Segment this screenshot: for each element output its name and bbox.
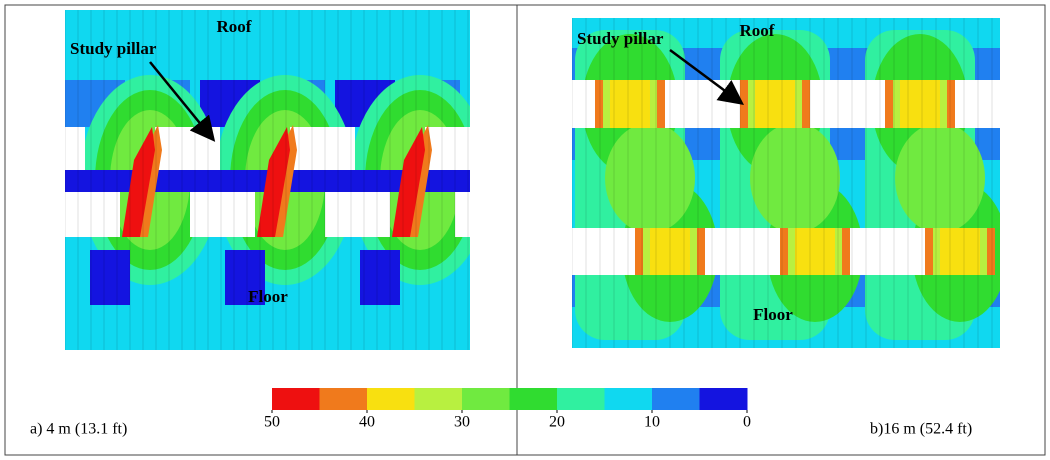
colorbar-tick-label: 0 [743, 414, 751, 431]
pillar-core [610, 80, 650, 128]
floor-zone [225, 250, 265, 305]
pillar-core [795, 228, 835, 275]
colorbar-swatch [557, 388, 605, 410]
opening [65, 192, 120, 237]
band [65, 300, 470, 350]
pillar-core [650, 228, 690, 275]
pillar-core [900, 80, 940, 128]
pillar-core [392, 127, 425, 237]
opening [155, 127, 220, 170]
colorbar-swatch [367, 388, 415, 410]
colorbar-tick-label: 50 [264, 414, 280, 431]
pillar-core [122, 127, 155, 237]
colorbar-swatch [319, 388, 368, 410]
colorbar-tick-label: 10 [644, 414, 660, 431]
halo [895, 123, 985, 233]
floor-zone [360, 250, 400, 305]
opening [810, 80, 885, 128]
colorbar-swatch [462, 388, 510, 410]
colorbar-swatch [272, 388, 320, 410]
colorbar-swatch [414, 388, 463, 410]
opening [325, 192, 390, 237]
colorbar-swatch [604, 388, 653, 410]
roof-label: Roof [740, 21, 775, 40]
colorbar-swatch [509, 388, 558, 410]
floor-label: Floor [753, 305, 793, 324]
pillar-core [755, 80, 795, 128]
colorbar-tick-label: 20 [549, 414, 565, 431]
annotation: Study pillar [577, 29, 664, 48]
overlay: Roof Floor Study pillar a) 4 m (13.1 ft)… [30, 17, 972, 438]
colorbar-tick-label: 30 [454, 414, 470, 431]
halo [750, 123, 840, 233]
opening [572, 228, 635, 275]
halo [605, 123, 695, 233]
roof-label: Roof [217, 17, 252, 36]
floor-label: Floor [248, 287, 288, 306]
opening [705, 228, 780, 275]
caption: b)16 m (52.4 ft) [870, 421, 972, 438]
opening [190, 192, 255, 237]
annotation: Study pillar [70, 39, 157, 58]
frame [4, 4, 1046, 456]
maps [65, 10, 1000, 350]
map-b [572, 18, 1000, 348]
opening [425, 127, 470, 170]
opening [290, 127, 355, 170]
colorbar-swatch [652, 388, 700, 410]
arrow [669, 48, 745, 105]
opening [65, 127, 85, 170]
arrow [149, 61, 216, 142]
opening [455, 192, 470, 237]
opening [665, 80, 740, 128]
map-a [65, 10, 470, 350]
colorbar-swatch [699, 388, 748, 410]
opening [955, 80, 1000, 128]
pillar-core [940, 228, 980, 275]
caption: a) 4 m (13.1 ft) [30, 421, 127, 438]
opening [850, 228, 925, 275]
floor-zone [90, 250, 130, 305]
colorbar: 50 40 30 20 10 0 [264, 388, 751, 431]
colorbar-tick-label: 40 [359, 414, 375, 431]
pillar-core [257, 127, 290, 237]
opening [572, 80, 595, 128]
